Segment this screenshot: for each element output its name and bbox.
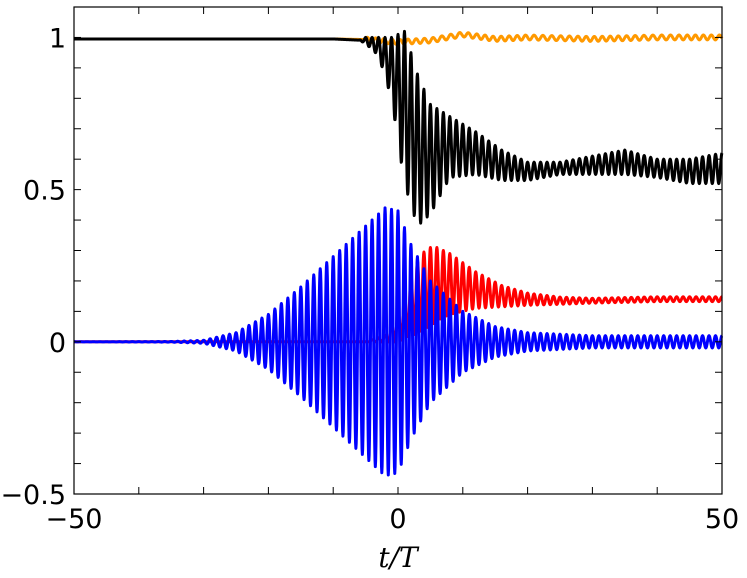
- tick-label-layer: −50 0 50 −0.5 0 0.5 1: [0, 23, 739, 535]
- series-layer: [72, 29, 724, 477]
- y-tick-label: −0.5: [0, 480, 66, 511]
- x-tick-label: 0: [389, 504, 406, 535]
- black-series-line: [72, 29, 724, 225]
- tick-layer: [73, 6, 723, 495]
- plot-frame: [73, 6, 723, 495]
- y-tick-label: 0: [49, 328, 66, 359]
- blue-series-line: [72, 206, 724, 477]
- x-axis-label: t/T: [378, 541, 420, 574]
- x-tick-label: 50: [705, 504, 739, 535]
- x-tick-label: −50: [46, 504, 103, 535]
- y-tick-label: 0.5: [23, 176, 66, 207]
- y-tick-label: 1: [49, 23, 66, 54]
